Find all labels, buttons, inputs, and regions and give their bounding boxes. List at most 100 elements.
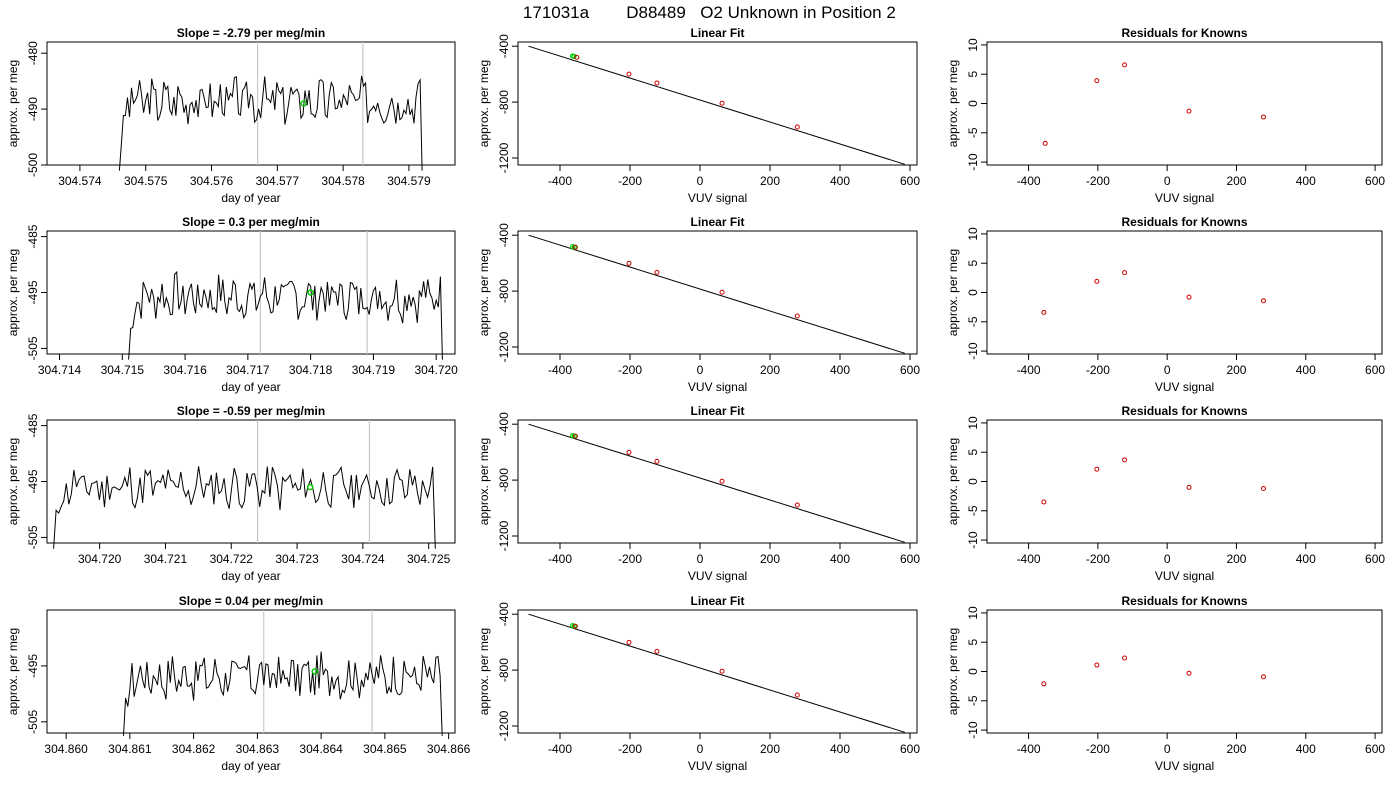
x-axis-label: VUV signal — [1155, 759, 1214, 773]
residual-point — [1094, 78, 1100, 84]
known-point — [572, 244, 578, 250]
y-axis-label: approx. per meg — [477, 438, 491, 525]
y-tick-label: -495 — [26, 654, 40, 678]
x-tick-label: -200 — [618, 174, 642, 188]
known-point — [626, 260, 632, 266]
y-tick-label: -1200 — [497, 520, 511, 551]
x-tick-label: 304.719 — [352, 363, 396, 377]
x-tick-label: 600 — [900, 742, 920, 756]
known-point — [794, 124, 800, 130]
plot-frame — [986, 609, 1383, 734]
x-tick-label: 0 — [1164, 552, 1171, 566]
y-tick-label: 10 — [966, 416, 980, 430]
y-tick-label: -505 — [26, 709, 40, 733]
residual-point — [1186, 670, 1192, 676]
y-tick-label: -485 — [26, 224, 40, 248]
y-tick-label: 0 — [966, 668, 980, 675]
panel-title: Residuals for Knowns — [1121, 26, 1247, 40]
y-tick-label: 10 — [966, 606, 980, 620]
residual-point — [1186, 108, 1192, 114]
y-tick-label: -400 — [497, 34, 511, 58]
plot-frame — [517, 41, 918, 166]
residual-point — [1094, 662, 1100, 668]
y-tick-label: -400 — [497, 223, 511, 247]
x-tick-label: 0 — [697, 363, 704, 377]
y-tick-label: -1200 — [497, 142, 511, 173]
y-tick-label: -10 — [966, 721, 980, 739]
x-tick-label: 304.721 — [144, 552, 188, 566]
figure-header: 171031a D88489 O2 Unknown in Position 2 — [523, 3, 896, 22]
y-axis-label: approx. per meg — [6, 249, 20, 336]
y-tick-label: 5 — [966, 71, 980, 78]
x-tick-label: -400 — [548, 742, 572, 756]
x-tick-label: -200 — [618, 363, 642, 377]
run-id: 171031a — [523, 3, 590, 22]
x-tick-label: 304.720 — [414, 363, 458, 377]
residual-point — [1094, 278, 1100, 284]
linear-fit-panel-row-3: Linear Fit -400 -200 0 200 400 600 -1200 -800 -40… — [477, 404, 920, 583]
known-point — [626, 639, 632, 645]
time-series-panel-row-3: Slope = -0.59 per meg/min 304.720 304.721 3… — [6, 404, 456, 583]
linear-fit-panel-row-1: Linear Fit -400 -200 0 200 400 600 -1200 -800 -40… — [477, 26, 920, 205]
x-axis-label: VUV signal — [1155, 191, 1214, 205]
residuals-panel-row-1: Residuals for Knowns -400 -200 0 200 400 600 -1… — [946, 26, 1385, 205]
x-tick-label: 400 — [1296, 174, 1316, 188]
residual-point — [1122, 457, 1128, 463]
plot-frame — [986, 230, 1383, 355]
known-point — [654, 80, 660, 86]
panel-title: Slope = -2.79 per meg/min — [177, 26, 325, 40]
known-point — [794, 502, 800, 508]
residuals-panel-row-4: Residuals for Knowns -400 -200 0 200 400 600 -1… — [946, 594, 1385, 773]
y-axis-label: approx. per meg — [6, 438, 20, 525]
known-point — [572, 623, 578, 629]
panel-title: Slope = -0.59 per meg/min — [177, 404, 325, 418]
y-axis-label: approx. per meg — [477, 249, 491, 336]
y-tick-label: -800 — [497, 279, 511, 303]
residual-point — [1094, 466, 1100, 472]
x-tick-label: 304.578 — [321, 174, 365, 188]
x-tick-label: 400 — [830, 363, 850, 377]
plot-frame — [46, 230, 456, 355]
y-tick-label: 5 — [966, 449, 980, 456]
y-axis-label: approx. per meg — [946, 60, 960, 147]
x-tick-label: 200 — [760, 742, 780, 756]
y-tick-label: -5 — [966, 695, 980, 706]
y-axis-label: approx. per meg — [6, 60, 20, 147]
x-axis-label: VUV signal — [688, 380, 747, 394]
x-tick-label: 304.715 — [101, 363, 145, 377]
known-point — [626, 449, 632, 455]
fit-line — [528, 423, 905, 543]
y-tick-label: 10 — [966, 38, 980, 52]
signal-trace — [118, 75, 423, 171]
known-point — [572, 433, 578, 439]
linear-fit-panel-row-2: Linear Fit -400 -200 0 200 400 600 -1200 -800 -40… — [477, 215, 920, 394]
x-tick-label: 0 — [1164, 174, 1171, 188]
x-tick-label: 304.725 — [407, 552, 451, 566]
time-series-panel-row-4: Slope = 0.04 per meg/min 304.860 304.861 30… — [6, 594, 471, 773]
known-point — [654, 269, 660, 275]
time-series-panel-row-2: Slope = 0.3 per meg/min 304.714 304.715 304… — [6, 215, 458, 394]
x-tick-label: 400 — [830, 174, 850, 188]
residual-point — [1041, 499, 1047, 505]
plot-frame — [46, 41, 456, 166]
plot-frame — [517, 419, 918, 544]
x-tick-label: 200 — [760, 174, 780, 188]
x-axis-label: day of year — [221, 569, 280, 583]
plot-frame — [986, 41, 1383, 166]
x-tick-label: 304.863 — [236, 742, 280, 756]
y-tick-label: -5 — [966, 505, 980, 516]
unknown-average-marker — [300, 100, 307, 107]
x-tick-label: 600 — [900, 174, 920, 188]
x-tick-label: -400 — [1017, 552, 1041, 566]
y-tick-label: -495 — [26, 469, 40, 493]
x-tick-label: 400 — [830, 552, 850, 566]
y-axis-label: approx. per meg — [477, 628, 491, 715]
x-tick-label: 304.579 — [387, 174, 431, 188]
known-point — [719, 478, 725, 484]
plot-frame — [46, 609, 456, 734]
x-tick-label: -400 — [1017, 742, 1041, 756]
x-tick-label: 0 — [697, 174, 704, 188]
known-point — [719, 289, 725, 295]
residual-point — [1186, 294, 1192, 300]
known-point — [654, 458, 660, 464]
